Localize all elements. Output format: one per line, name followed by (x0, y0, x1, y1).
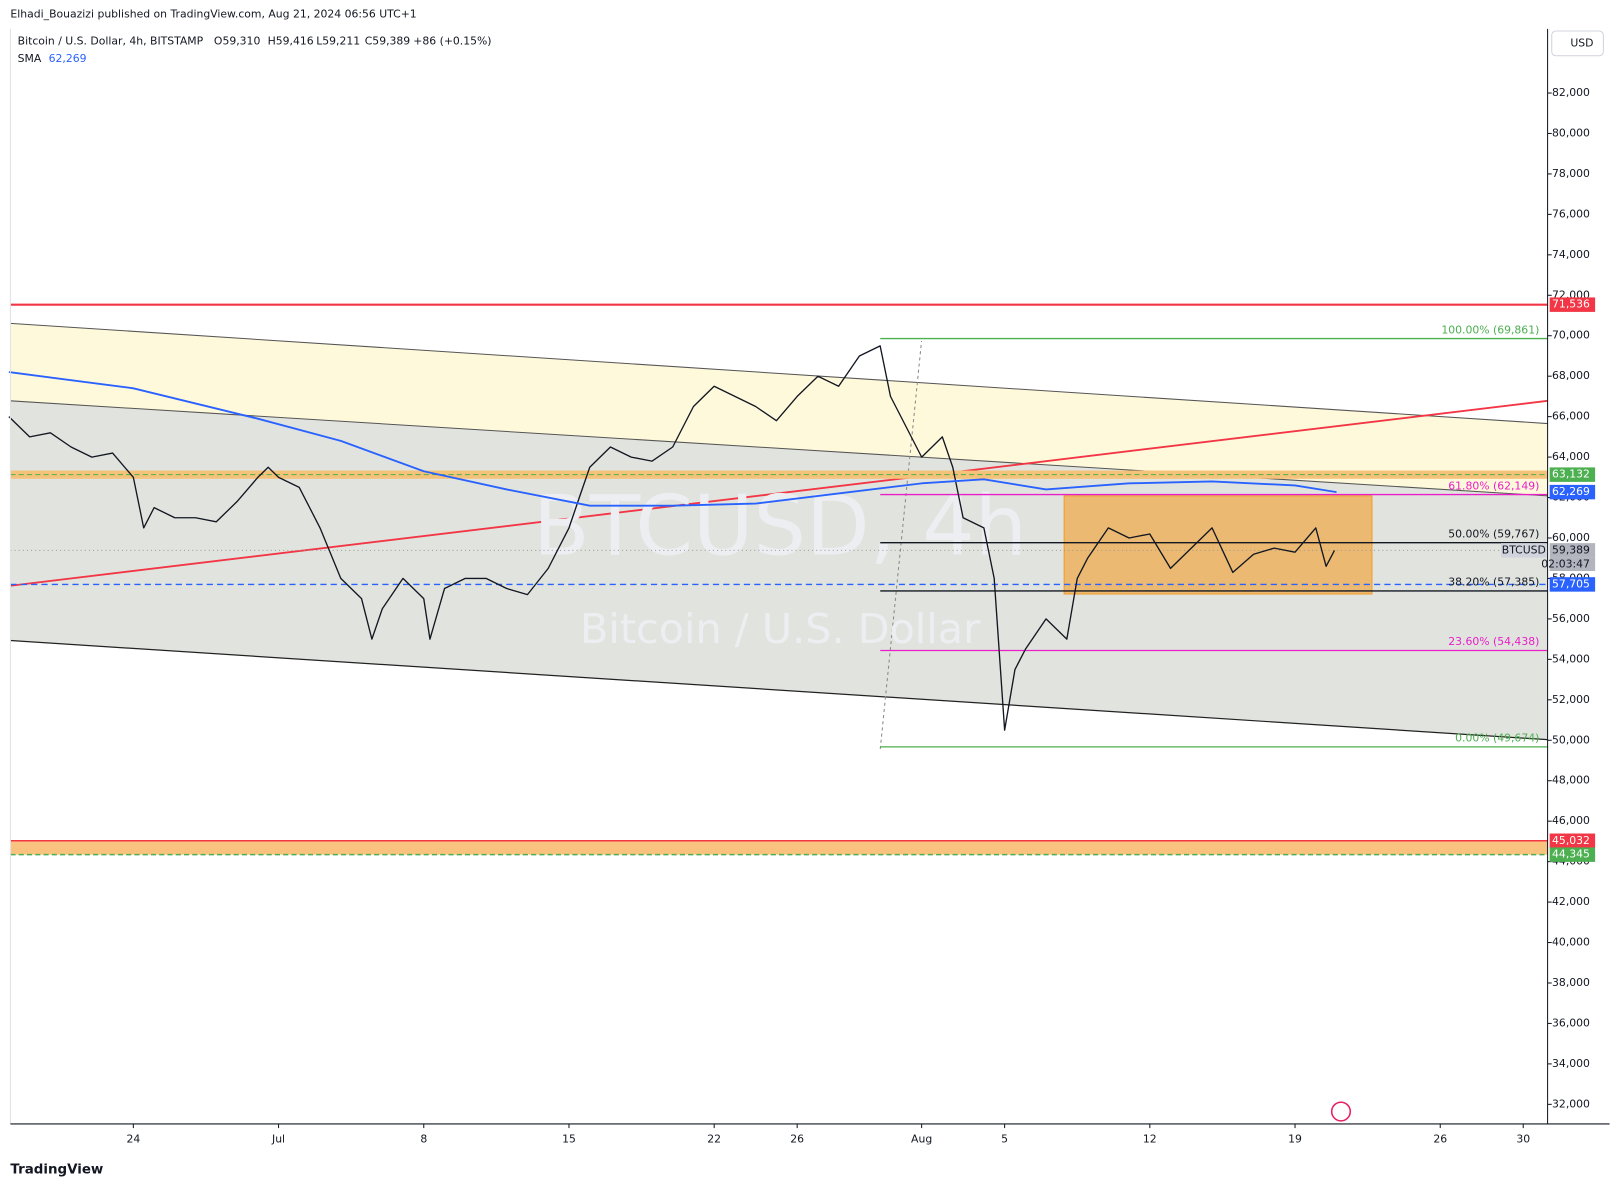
zone (10, 840, 1548, 855)
legend-low: L59,211 (316, 34, 360, 47)
price-label-box (1549, 557, 1596, 572)
watermark: BTCUSD, 4h (533, 478, 1027, 574)
y-tick-label: 38,000 (1552, 976, 1590, 989)
x-tick-label: 8 (420, 1132, 427, 1145)
alert-icon[interactable] (1330, 1101, 1352, 1122)
countdown: 02:03:47 (1541, 557, 1590, 570)
watermark: Bitcoin / U.S. Dollar (580, 605, 980, 653)
x-tick-label: 26 (790, 1132, 804, 1145)
channel-lower (10, 400, 1548, 740)
y-tick-label: 36,000 (1552, 1016, 1590, 1029)
fib-label: 38.20% (57,385) (1448, 576, 1539, 589)
fib-label: 100.00% (69,861) (1441, 323, 1539, 336)
legend-sma-value: 62,269 (49, 52, 87, 65)
y-tick-label: 82,000 (1552, 86, 1590, 99)
y-tick-label: 46,000 (1552, 814, 1590, 827)
y-tick-label: 54,000 (1552, 652, 1590, 665)
price-label-box (1549, 484, 1596, 500)
y-tick-label: 66,000 (1552, 410, 1590, 423)
x-tick-label: 22 (707, 1132, 721, 1145)
y-tick-label: 70,000 (1552, 329, 1590, 342)
x-tick-label: 26 (1433, 1132, 1447, 1145)
currency: USD (1570, 36, 1593, 49)
price-label: 45,032 (1552, 834, 1590, 847)
y-tick-label: 42,000 (1552, 895, 1590, 908)
x-tick-label: Jul (271, 1132, 285, 1145)
price-label-box (1549, 833, 1596, 848)
range-box (1063, 495, 1373, 595)
price-label: 44,345 (1552, 848, 1590, 861)
y-tick-label: 40,000 (1552, 936, 1590, 949)
price-label: 71,536 (1552, 298, 1590, 311)
price-label-box (1549, 577, 1596, 592)
legend-open: O59,310 (214, 34, 261, 47)
price-label: 57,705 (1552, 577, 1590, 590)
price-label: 63,132 (1552, 468, 1590, 481)
price-line (8, 345, 1336, 731)
fib-label: 0.00% (49,674) (1455, 732, 1539, 745)
price-label: 62,269 (1552, 485, 1590, 498)
symbol-label-box (1501, 543, 1547, 558)
symbol-label: BTCUSD (1502, 543, 1546, 556)
trend-line (10, 399, 1548, 587)
x-tick-label: 12 (1143, 1132, 1157, 1145)
x-tick-label: 5 (1001, 1132, 1008, 1145)
y-tick-label: 78,000 (1552, 167, 1590, 180)
currency-button[interactable] (1551, 30, 1604, 57)
channel-line (10, 400, 1548, 497)
y-tick-label: 56,000 (1552, 612, 1590, 625)
x-tick-label: 24 (126, 1132, 140, 1145)
legend-high: H59,416 (268, 34, 314, 47)
y-tick-label: 68,000 (1552, 369, 1590, 382)
fib-label: 23.60% (54,438) (1448, 635, 1539, 648)
y-tick-label: 76,000 (1552, 207, 1590, 220)
y-tick-label: 60,000 (1552, 531, 1590, 544)
x-tick-label: 19 (1288, 1132, 1302, 1145)
y-tick-label: 74,000 (1552, 248, 1590, 261)
fib-trend (879, 340, 923, 750)
x-tick-label: Aug (911, 1132, 932, 1145)
channel-line (10, 639, 1548, 741)
header-title: Elhadi_Bouazizi published on TradingView… (10, 7, 416, 20)
legend-symbol: Bitcoin / U.S. Dollar, 4h, BITSTAMP (18, 34, 204, 47)
y-tick-label: 80,000 (1552, 126, 1590, 139)
channel-upper (10, 323, 1548, 496)
legend-sma: SMA (18, 52, 42, 65)
y-tick-label: 48,000 (1552, 774, 1590, 787)
price-label: 59,389 (1552, 543, 1590, 556)
y-tick-label: 34,000 (1552, 1057, 1590, 1070)
legend-change: +86 (+0.15%) (413, 34, 491, 47)
price-label-box (1549, 467, 1596, 482)
y-tick-label: 52,000 (1552, 693, 1590, 706)
channel-line (10, 322, 1548, 425)
price-label-box (1549, 543, 1596, 558)
price-label-box (1549, 297, 1596, 312)
footer-brand: TradingView (10, 1162, 103, 1177)
sma-line (8, 371, 1337, 507)
x-tick-label: 15 (562, 1132, 576, 1145)
y-tick-label: 50,000 (1552, 733, 1590, 746)
x-tick-label: 30 (1516, 1132, 1530, 1145)
legend-close: C59,389 (365, 34, 411, 47)
y-tick-label: 32,000 (1552, 1097, 1590, 1110)
price-label-box (1549, 847, 1596, 862)
y-tick-label: 64,000 (1552, 450, 1590, 463)
fib-label: 50.00% (59,767) (1448, 527, 1539, 540)
fib-label: 61.80% (62,149) (1448, 479, 1539, 492)
